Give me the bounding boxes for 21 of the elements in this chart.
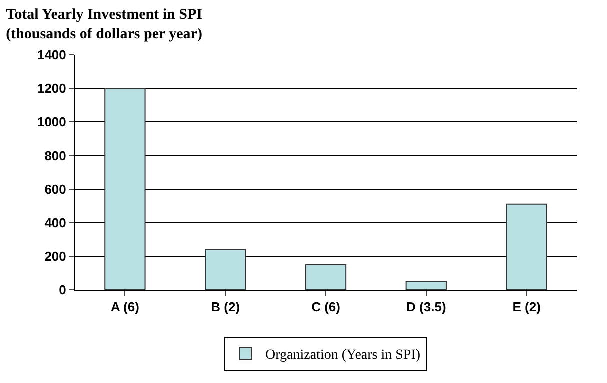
x-tick-label: A (6)	[110, 300, 140, 315]
y-tick-label: 400	[44, 215, 66, 230]
chart-subtitle: (thousands of dollars per year)	[6, 26, 202, 43]
x-tick-label: C (6)	[312, 300, 340, 315]
y-tick-label: 1000	[37, 114, 66, 130]
bar	[506, 204, 548, 290]
y-tick-label: 600	[44, 182, 66, 197]
y-tick-label: 800	[44, 148, 66, 164]
legend-label: Organization (Years in SPI)	[266, 348, 421, 364]
bar	[104, 88, 146, 290]
bar	[305, 264, 347, 290]
chart-title: Total Yearly Investment in SPI	[6, 7, 203, 24]
bar	[205, 249, 246, 290]
x-tick-label: D (3.5)	[406, 300, 446, 315]
y-tick-label: 1200	[37, 81, 66, 96]
y-tick-label: 200	[44, 248, 66, 264]
x-tick-label: E (2)	[512, 300, 541, 315]
y-tick-label: 0	[59, 282, 66, 298]
bar	[406, 281, 447, 290]
x-tick-label: B (2)	[211, 300, 240, 315]
y-tick-label: 1400	[37, 48, 66, 63]
